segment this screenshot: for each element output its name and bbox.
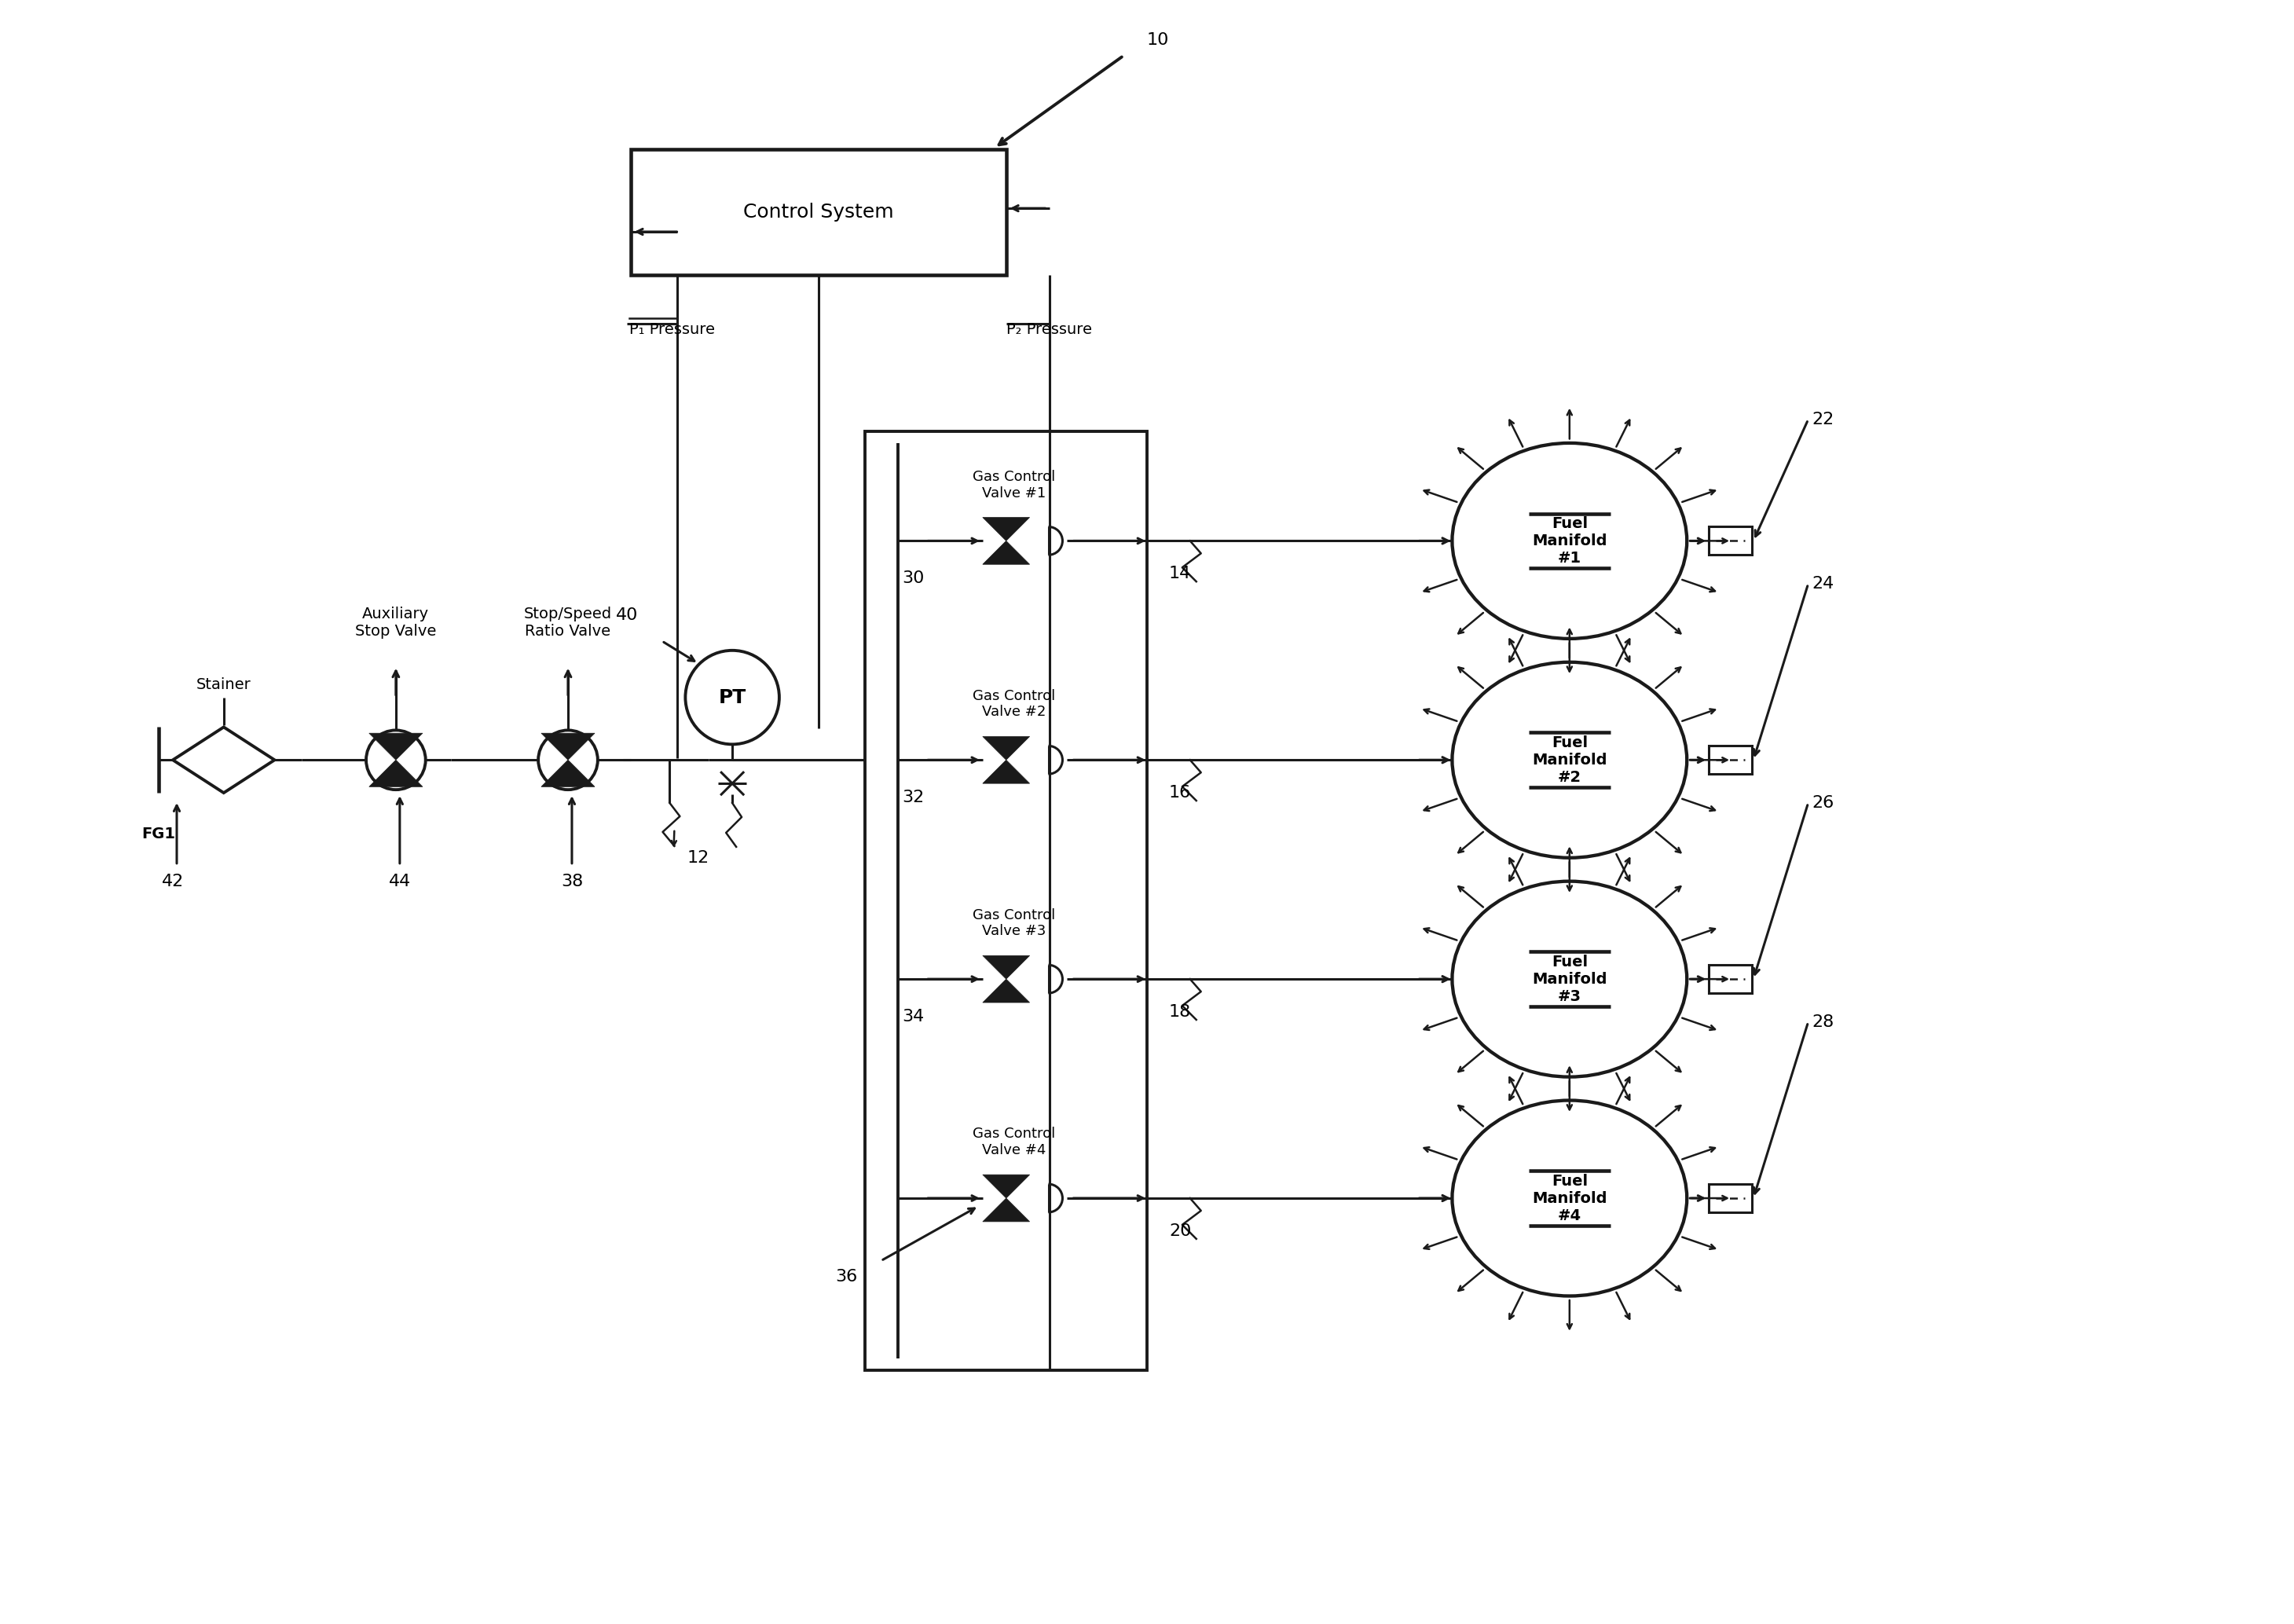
- Polygon shape: [982, 1199, 1030, 1221]
- Text: 32: 32: [902, 789, 924, 806]
- Text: 28: 28: [1812, 1015, 1835, 1030]
- Text: Auxiliary
Stop Valve: Auxiliary Stop Valve: [356, 606, 436, 638]
- Text: 24: 24: [1812, 577, 1835, 591]
- Polygon shape: [982, 541, 1030, 564]
- Text: Fuel
Manifold
#3: Fuel Manifold #3: [1532, 955, 1608, 1004]
- Polygon shape: [369, 760, 422, 786]
- Text: Gas Control
Valve #4: Gas Control Valve #4: [973, 1127, 1055, 1158]
- Text: P₁ Pressure: P₁ Pressure: [629, 322, 716, 338]
- Polygon shape: [982, 518, 1030, 541]
- Text: 36: 36: [835, 1268, 858, 1285]
- Polygon shape: [982, 760, 1030, 783]
- Text: 14: 14: [1170, 565, 1191, 581]
- Text: Stop/Speed
Ratio Valve: Stop/Speed Ratio Valve: [523, 606, 612, 638]
- Polygon shape: [982, 1174, 1030, 1199]
- Polygon shape: [982, 979, 1030, 1002]
- Text: Fuel
Manifold
#2: Fuel Manifold #2: [1532, 736, 1608, 784]
- Polygon shape: [369, 732, 422, 760]
- Text: 26: 26: [1812, 796, 1835, 810]
- Text: 16: 16: [1170, 784, 1191, 801]
- Text: 30: 30: [902, 570, 924, 586]
- Text: 22: 22: [1812, 412, 1835, 427]
- Text: Gas Control
Valve #2: Gas Control Valve #2: [973, 689, 1055, 719]
- Polygon shape: [982, 955, 1030, 979]
- Text: Fuel
Manifold
#1: Fuel Manifold #1: [1532, 516, 1608, 565]
- Text: 18: 18: [1170, 1004, 1191, 1020]
- Text: 12: 12: [686, 849, 709, 866]
- Text: Gas Control
Valve #3: Gas Control Valve #3: [973, 908, 1055, 939]
- Bar: [1709, 1184, 1753, 1212]
- Text: FG1: FG1: [142, 827, 177, 841]
- Polygon shape: [541, 732, 594, 760]
- Bar: [1709, 526, 1753, 555]
- Bar: [1709, 745, 1753, 775]
- Text: P₂ Pressure: P₂ Pressure: [1007, 322, 1092, 338]
- Bar: [631, 149, 1007, 274]
- Text: 20: 20: [1170, 1223, 1191, 1239]
- Text: 40: 40: [615, 607, 638, 624]
- Text: Gas Control
Valve #1: Gas Control Valve #1: [973, 469, 1055, 500]
- Polygon shape: [541, 760, 594, 786]
- Bar: [865, 432, 1147, 1371]
- Text: 34: 34: [902, 1009, 924, 1025]
- Text: Control System: Control System: [743, 203, 895, 221]
- Text: Fuel
Manifold
#4: Fuel Manifold #4: [1532, 1174, 1608, 1223]
- Text: 10: 10: [1147, 32, 1170, 49]
- Bar: [1709, 965, 1753, 994]
- Text: PT: PT: [718, 689, 746, 706]
- Text: Stainer: Stainer: [197, 677, 250, 692]
- Polygon shape: [982, 737, 1030, 760]
- Text: 44: 44: [388, 874, 411, 888]
- Text: 38: 38: [560, 874, 583, 888]
- Text: 42: 42: [163, 874, 184, 888]
